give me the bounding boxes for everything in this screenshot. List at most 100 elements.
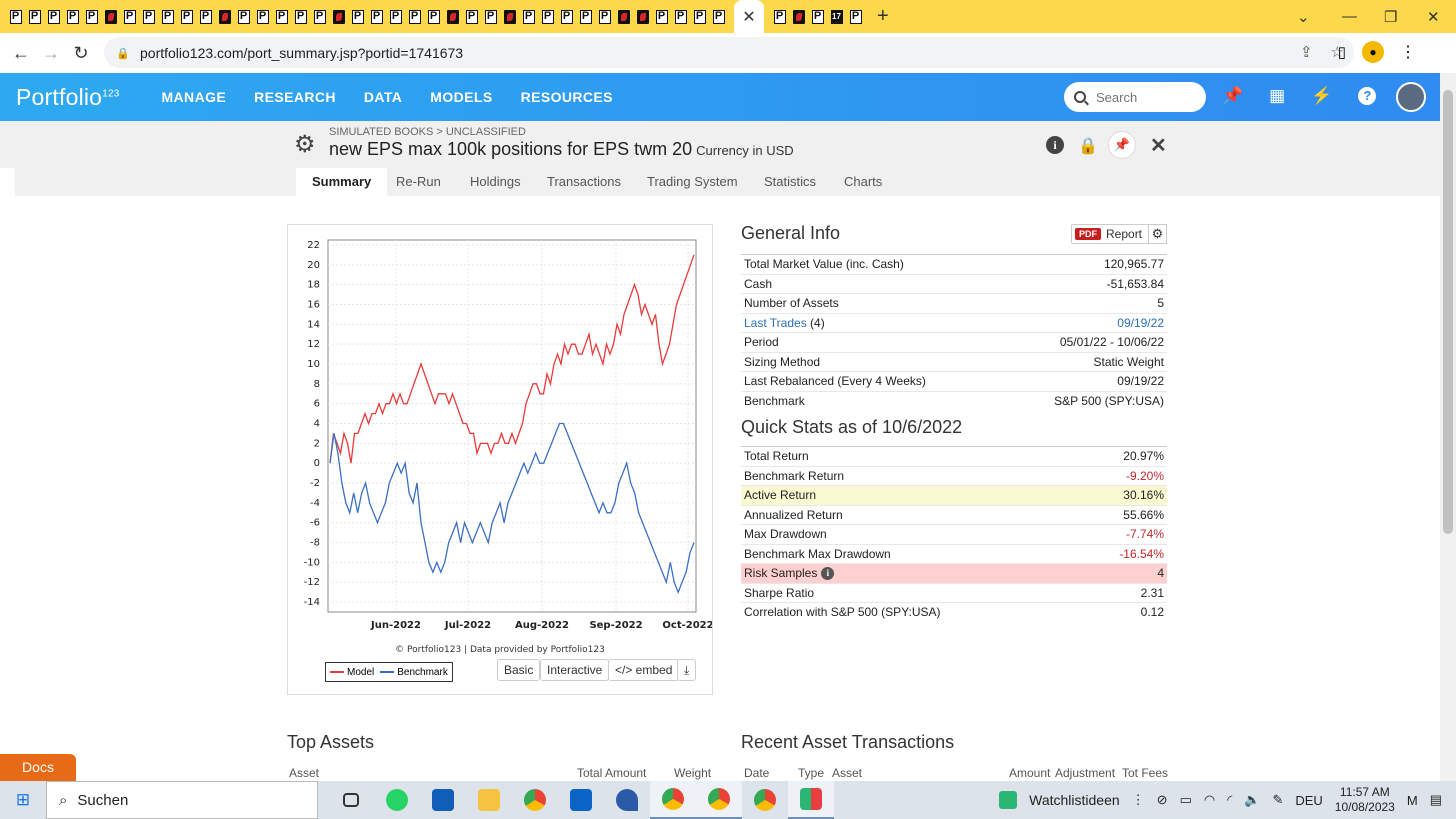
no-sync-icon[interactable]: ⊘ [1156,792,1168,807]
browser-tab[interactable] [789,0,808,33]
interactive-chart-button[interactable]: Interactive [540,659,610,681]
chrome-profile3-icon[interactable] [742,781,788,819]
forward-button[interactable]: → [42,42,60,63]
back-button[interactable]: ← [12,42,30,63]
pdf-report-button[interactable]: PDF Report [1071,224,1150,244]
browser-tab[interactable]: P [424,0,443,33]
browser-tab[interactable]: P [538,0,557,33]
file-explorer-icon[interactable] [466,781,512,819]
breadcrumb[interactable]: SIMULATED BOOKS > UNCLASSIFIED [329,126,526,138]
lightning-icon[interactable]: ⚡ [1311,86,1333,105]
star-icon[interactable]: ☆ [1330,44,1344,61]
browser-tab[interactable] [101,0,120,33]
browser-tab[interactable] [500,0,519,33]
col-type[interactable]: Type [798,766,825,780]
col-tx-asset[interactable]: Asset [832,766,863,780]
browser-tab[interactable]: P [405,0,424,33]
help-icon[interactable]: ? [1358,87,1377,105]
browser-tab[interactable]: P [6,0,25,33]
pin-icon[interactable]: 📌 [1222,86,1244,105]
browser-tab[interactable]: P [808,0,827,33]
browser-tab[interactable]: P [481,0,500,33]
browser-tab[interactable]: P [82,0,101,33]
info-icon[interactable]: i [821,567,835,581]
browser-tab[interactable]: P [846,0,865,33]
browser-tab[interactable]: P [576,0,595,33]
col-adjustment[interactable]: Adjustment [1055,766,1116,780]
browser-tab[interactable]: P [253,0,272,33]
col-amount[interactable]: Amount [1009,766,1051,780]
download-icon[interactable]: ⤓ [677,659,697,681]
browser-tab[interactable]: P [310,0,329,33]
col-date[interactable]: Date [744,766,770,780]
browser-tab[interactable]: P [44,0,63,33]
col-tot-fees[interactable]: Tot Fees [1122,766,1169,780]
notifications-icon[interactable]: ▤ [1429,792,1442,807]
nav-models[interactable]: MODELS [430,89,493,105]
browser-tab[interactable]: P [462,0,481,33]
embed-button[interactable]: </> embed [608,659,680,681]
browser-tab[interactable]: P [234,0,253,33]
network-icon[interactable]: ◠ [1203,792,1216,807]
share-icon[interactable]: ⇪ [1299,44,1313,61]
last-trade-date-link[interactable]: 09/19/22 [1117,315,1164,330]
search-input[interactable] [1096,89,1196,105]
browser-tab[interactable]: P [709,0,728,33]
volume-icon[interactable]: 🔈 [1244,792,1261,807]
tab-charts[interactable]: Charts [844,174,883,189]
nav-research[interactable]: RESEARCH [254,89,336,105]
profile-icon[interactable]: ● [1362,41,1384,63]
minimize-button[interactable]: — [1342,8,1357,25]
tab-holdings[interactable]: Holdings [470,174,521,189]
nav-data[interactable]: DATA [363,89,403,105]
browser-tab[interactable]: P [519,0,538,33]
sidebar-icon[interactable]: ▯ [1337,44,1346,61]
browser-tab[interactable]: P [690,0,709,33]
close-window-button[interactable]: ✕ [1427,8,1440,26]
browser-tab[interactable]: P [595,0,614,33]
tab-trading-system[interactable]: Trading System [647,174,738,189]
close-icon[interactable]: ✕ [1150,134,1167,157]
menu-icon[interactable]: ⋮ [1400,44,1416,61]
url-text[interactable]: portfolio123.com/port_summary.jsp?portid… [140,44,464,61]
reload-button[interactable]: ↻ [73,42,89,63]
battery-icon[interactable]: ▭ [1179,792,1192,807]
col-asset[interactable]: Asset [289,766,320,780]
browser-tab[interactable]: P [386,0,405,33]
new-tab-button[interactable]: + [877,5,889,27]
browser-tab[interactable]: P [120,0,139,33]
docs-button[interactable]: Docs [0,754,76,781]
user-avatar[interactable] [1396,82,1426,112]
legend-model[interactable]: Model [330,667,374,678]
browser-tab[interactable]: P [348,0,367,33]
tray-overflow-icon[interactable]: ⋮ [1131,792,1145,807]
browser-tab[interactable] [215,0,234,33]
lock-icon[interactable]: 🔒 [1078,138,1098,155]
outlook-calendar-icon[interactable] [420,781,466,819]
col-weight[interactable]: Weight [674,766,712,780]
pen-icon[interactable]: ✎ [1272,792,1284,807]
edge-app-icon[interactable] [604,781,650,819]
browser-tab[interactable]: P [367,0,386,33]
taskbar-search[interactable]: ⌕ Suchen [46,781,318,819]
portfolio123-logo[interactable]: Portfolio123 [16,83,120,110]
chrome-icon[interactable] [512,781,558,819]
outlook-icon[interactable] [558,781,604,819]
browser-tab[interactable]: P [272,0,291,33]
watchlist-label[interactable]: Watchlistideen [1029,792,1120,808]
browser-tab[interactable] [614,0,633,33]
browser-tab[interactable] [329,0,348,33]
wifi-icon[interactable]: ◜ [1227,792,1233,807]
browser-tab[interactable] [443,0,462,33]
tab-transactions[interactable]: Transactions [547,174,621,189]
legend-benchmark[interactable]: Benchmark [380,667,448,678]
trading-app-icon[interactable] [788,781,834,819]
performance-chart[interactable]: 2220181614121086420-2-4-6-8-10-12-14Jun-… [288,225,712,655]
col-total-amount[interactable]: Total Amount [577,766,647,780]
omnibox[interactable]: 🔒 portfolio123.com/port_summary.jsp?port… [104,37,1354,68]
site-search[interactable] [1064,82,1206,112]
page-scrollbar[interactable] [1440,73,1456,781]
chrome-profile-icon[interactable] [650,781,696,819]
browser-tab[interactable]: P [671,0,690,33]
windows-start-icon[interactable]: ⊞ [15,790,31,809]
